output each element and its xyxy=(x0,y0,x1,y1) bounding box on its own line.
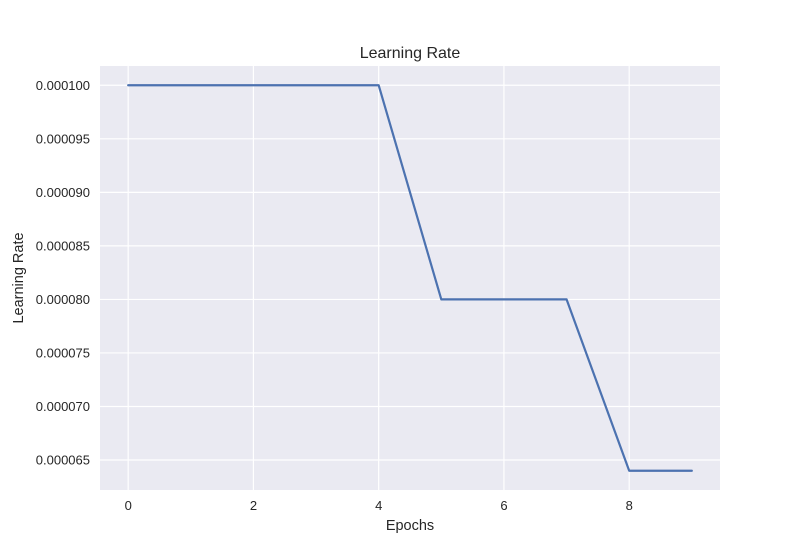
x-tick-label: 6 xyxy=(500,498,507,513)
y-tick-label: 0.000085 xyxy=(36,238,90,253)
x-tick-label: 4 xyxy=(375,498,382,513)
learning-rate-series-line xyxy=(127,84,693,472)
y-tick-label: 0.000100 xyxy=(36,78,90,93)
y-tick-label: 0.000070 xyxy=(36,399,90,414)
y-gridlines xyxy=(100,84,720,461)
y-tick-label: 0.000090 xyxy=(36,185,90,200)
y-tick-labels: 0.000065 0.000070 0.000075 0.000080 0.000085… xyxy=(36,78,90,468)
x-tick-label: 2 xyxy=(250,498,257,513)
y-tick-label: 0.000080 xyxy=(36,292,90,307)
y-tick-label: 0.000065 xyxy=(36,453,90,468)
series-group xyxy=(127,84,693,472)
x-tick-labels: 0 2 4 6 8 xyxy=(125,498,633,513)
x-gridlines xyxy=(127,66,630,490)
y-tick-label: 0.000095 xyxy=(36,131,90,146)
y-axis-label: Learning Rate xyxy=(11,232,27,323)
chart-title: Learning Rate xyxy=(360,45,461,62)
plot-area xyxy=(100,66,720,490)
x-axis-label: Epochs xyxy=(386,518,434,534)
y-tick-label: 0.000075 xyxy=(36,345,90,360)
x-tick-label: 8 xyxy=(626,498,633,513)
x-tick-label: 0 xyxy=(125,498,132,513)
